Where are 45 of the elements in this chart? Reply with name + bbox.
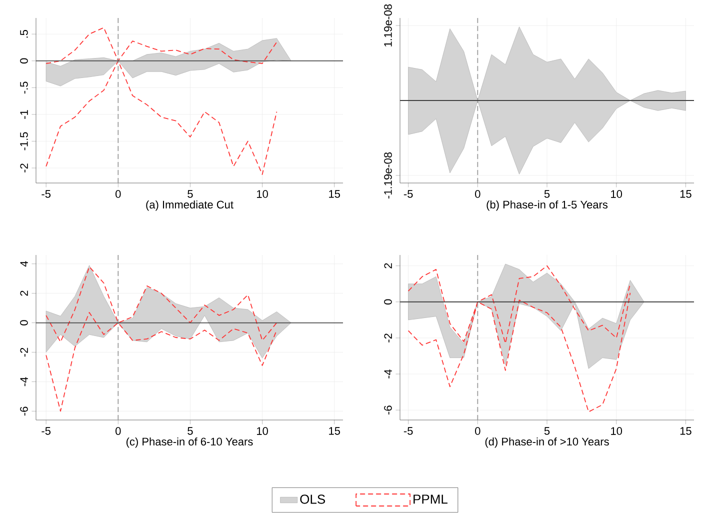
x-tick-label: 5 (544, 190, 550, 198)
y-tick-label: -4 (20, 377, 28, 386)
y-tick-label: -2 (20, 164, 28, 172)
y-tick-label: -6 (384, 406, 392, 414)
y-tick-label: 1.19e-08 (384, 4, 392, 46)
x-tick-label: 5 (544, 427, 550, 435)
x-axis-title: (a) Immediate Cut (146, 200, 234, 211)
x-tick-label: 10 (257, 427, 268, 435)
x-tick-label: 0 (116, 190, 121, 198)
legend-label: OLS (300, 494, 326, 504)
y-tick-label: 4 (20, 261, 28, 267)
x-axis-title: (c) Phase-in of 6-10 Years (126, 437, 253, 448)
legend-label: PPML (414, 494, 448, 504)
y-tick-label: 0 (384, 299, 392, 305)
x-tick-label: 10 (611, 190, 622, 198)
y-tick-label: -1.19e-08 (384, 152, 392, 198)
x-tick-label: -5 (42, 427, 51, 435)
x-tick-label: -5 (404, 427, 413, 435)
y-tick-label: 0 (20, 58, 28, 64)
x-tick-label: 0 (475, 190, 480, 198)
y-tick-label: -2 (384, 334, 392, 342)
y-tick-label: 2 (384, 263, 392, 268)
y-tick-label: -6 (20, 406, 28, 416)
y-tick-label: 2 (20, 290, 28, 296)
x-tick-label: 15 (680, 427, 692, 435)
x-tick-label: 0 (475, 427, 480, 435)
y-tick-label: .5 (20, 30, 28, 38)
x-tick-label: 5 (188, 190, 193, 198)
y-tick-label: 0 (20, 320, 28, 326)
y-tick-label: -2 (20, 348, 28, 357)
x-tick-label: 15 (329, 427, 340, 435)
x-tick-label: 10 (257, 190, 268, 198)
x-tick-label: -5 (404, 190, 413, 198)
y-tick-label: -1.5 (20, 132, 28, 150)
y-tick-label: -1 (20, 110, 28, 119)
x-axis-title: (b) Phase-in of 1-5 Years (486, 200, 608, 211)
x-tick-label: 5 (188, 427, 193, 435)
x-axis-title: (d) Phase-in of >10 Years (485, 437, 609, 448)
y-tick-label: -4 (384, 369, 392, 378)
x-tick-label: -5 (42, 190, 51, 198)
x-tick-label: 10 (611, 427, 622, 435)
x-tick-label: 15 (329, 190, 340, 198)
x-tick-label: 15 (680, 190, 692, 198)
x-tick-label: 0 (116, 427, 121, 435)
y-tick-label: -.5 (20, 82, 28, 94)
